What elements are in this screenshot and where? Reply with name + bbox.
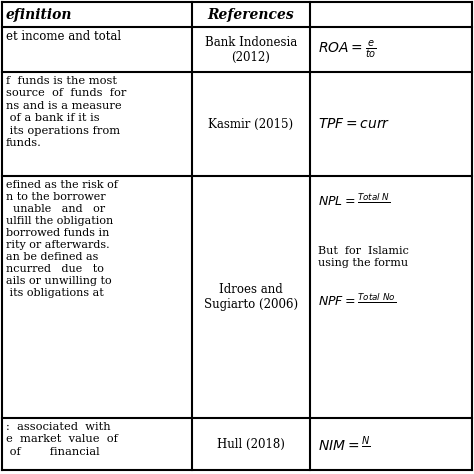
Text: Hull (2018): Hull (2018) <box>217 438 285 450</box>
Text: $\mathit{NPL} = \frac{\mathit{Total\ N}}{\ \ }$: $\mathit{NPL} = \frac{\mathit{Total\ N}}… <box>318 193 391 210</box>
Text: Kasmir (2015): Kasmir (2015) <box>209 118 293 130</box>
Text: Bank Indonesia
(2012): Bank Indonesia (2012) <box>205 36 297 64</box>
Text: $\mathit{ROA} = \frac{\mathit{e}}{\mathit{to}}$: $\mathit{ROA} = \frac{\mathit{e}}{\mathi… <box>318 38 377 60</box>
Text: :  associated  with
e  market  value  of
 of        financial: : associated with e market value of of f… <box>6 422 118 457</box>
Text: References: References <box>208 8 294 21</box>
Text: $\mathit{NIM} = \frac{\mathit{N}}{\ }$: $\mathit{NIM} = \frac{\mathit{N}}{\ }$ <box>318 434 371 454</box>
Text: f  funds is the most
source  of  funds  for
ns and is a measure
 of a bank if it: f funds is the most source of funds for … <box>6 76 127 148</box>
Text: efinition: efinition <box>6 8 73 21</box>
Text: $\mathit{TPF} = \mathit{curr}$: $\mathit{TPF} = \mathit{curr}$ <box>318 117 391 131</box>
Text: $\mathit{NPF} = \frac{\mathit{Total\ No}}{\ \ }$: $\mathit{NPF} = \frac{\mathit{Total\ No}… <box>318 293 396 309</box>
Text: et income and total: et income and total <box>6 30 121 43</box>
Text: Idroes and
Sugiarto (2006): Idroes and Sugiarto (2006) <box>204 283 298 311</box>
Text: But  for  Islamic
using the formu: But for Islamic using the formu <box>318 246 409 268</box>
Text: efined as the risk of
n to the borrower
  unable   and   or
ulfill the obligatio: efined as the risk of n to the borrower … <box>6 180 118 298</box>
